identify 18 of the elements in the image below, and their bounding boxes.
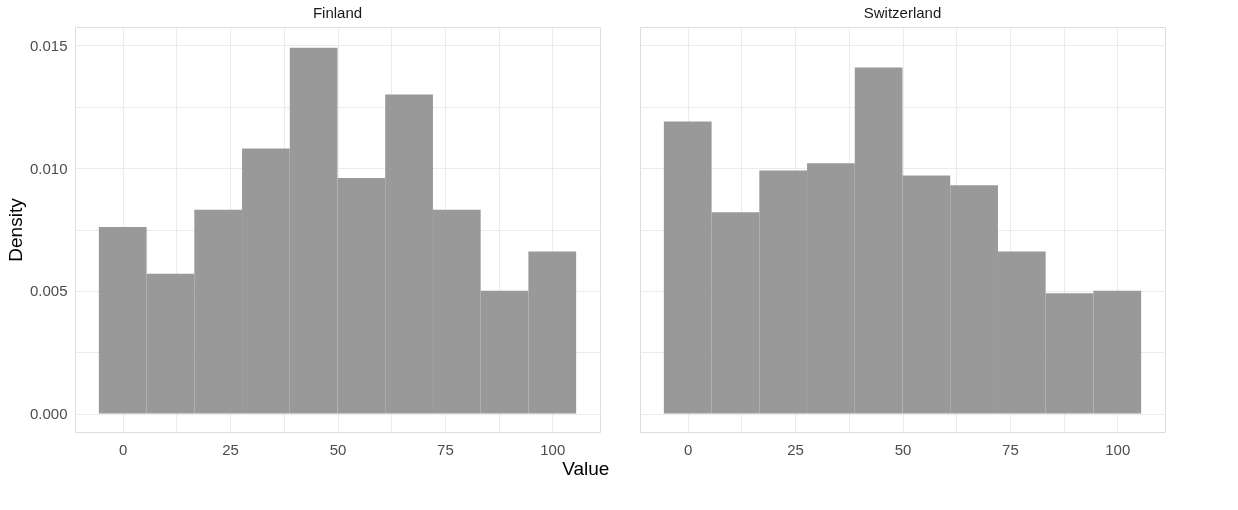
x-tick-label: 0	[684, 440, 693, 458]
x-tick-label: 75	[437, 440, 454, 458]
x-tick-label: 50	[329, 440, 347, 458]
x-tick-label: 25	[787, 440, 804, 458]
chart-title: Switzerland	[863, 4, 942, 21]
x-tick-label: 100	[1105, 440, 1131, 458]
y-tick-label: 0.010	[29, 159, 68, 177]
y-axis-title: Density	[4, 197, 26, 262]
y-tick-label: 0.015	[29, 36, 68, 54]
x-tick-label: 50	[894, 440, 912, 458]
x-tick-label: 25	[222, 440, 239, 458]
x-tick-label: 0	[119, 440, 128, 458]
chart-title: Finland	[312, 4, 363, 21]
y-tick-label: 0.005	[29, 282, 68, 300]
x-tick-label: 100	[540, 440, 566, 458]
x-axis-title: Value	[562, 457, 610, 479]
x-tick-label: 75	[1002, 440, 1019, 458]
y-tick-label: 0.000	[29, 405, 68, 423]
